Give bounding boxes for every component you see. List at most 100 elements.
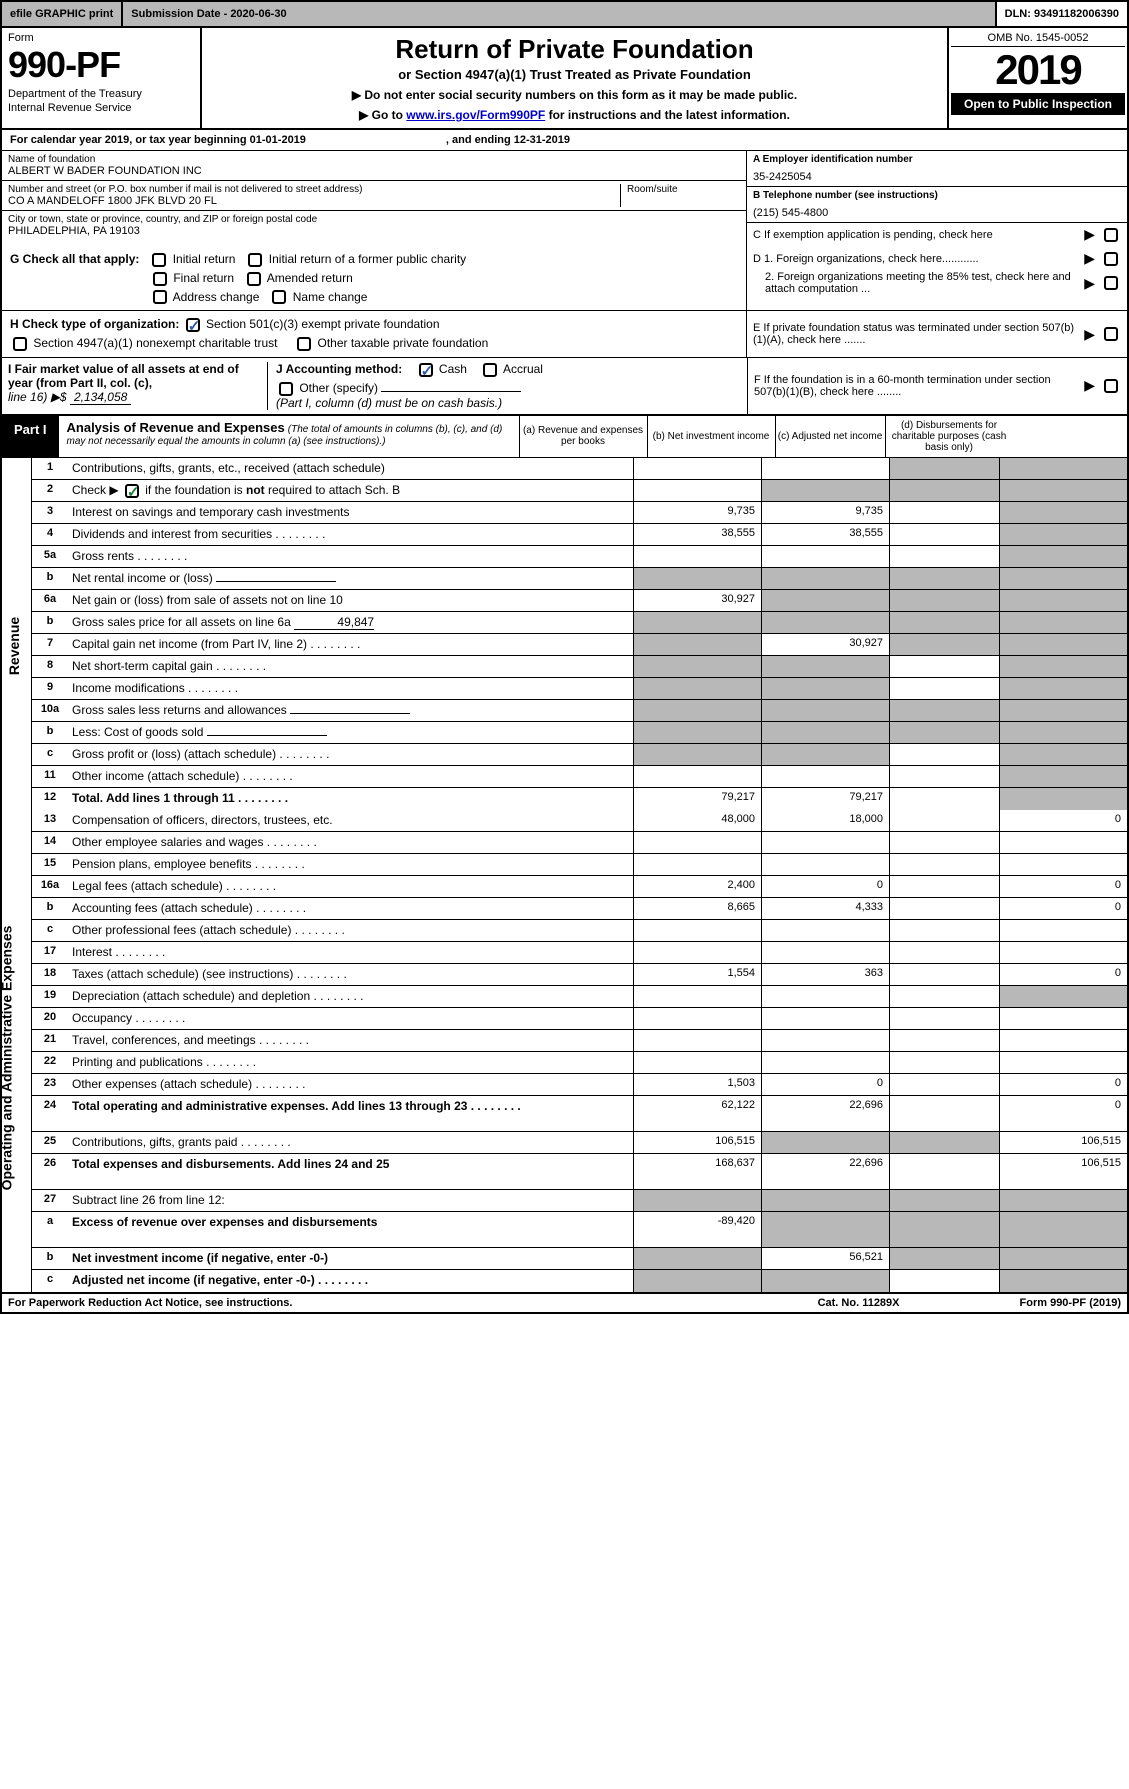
g-address-checkbox[interactable] (153, 290, 167, 304)
part1-header: Part I Analysis of Revenue and Expenses … (0, 416, 1129, 458)
city-cell: City or town, state or province, country… (2, 211, 746, 240)
phone-label: B Telephone number (see instructions) (753, 190, 1121, 201)
cell-b: 22,696 (761, 1096, 889, 1131)
cell-b (761, 1190, 889, 1211)
row-number: 3 (32, 502, 68, 523)
row-number: 2 (32, 480, 68, 501)
g-amended-checkbox[interactable] (247, 272, 261, 286)
g-label: G Check all that apply: (10, 252, 139, 266)
revenue-table: Revenue 1Contributions, gifts, grants, e… (0, 458, 1129, 810)
row-label: Other employee salaries and wages . . . … (68, 832, 633, 853)
cell-c (889, 546, 999, 567)
cell-c (889, 854, 999, 875)
cell-c (889, 1008, 999, 1029)
j-other-checkbox[interactable] (279, 382, 293, 396)
row-label: Excess of revenue over expenses and disb… (68, 1212, 633, 1247)
form-word: Form (8, 32, 194, 44)
cell-c (889, 1132, 999, 1153)
cell-d (999, 1248, 1127, 1269)
cell-c (889, 656, 999, 677)
cell-b (761, 458, 889, 479)
cell-a (633, 1008, 761, 1029)
table-row: bGross sales price for all assets on lin… (32, 612, 1127, 634)
j-accrual: Accrual (503, 362, 543, 376)
revenue-rows: 1Contributions, gifts, grants, etc., rec… (32, 458, 1127, 810)
note-link: ▶ Go to www.irs.gov/Form990PF for instru… (212, 108, 937, 122)
part1-label: Part I (2, 416, 59, 457)
cell-a (633, 458, 761, 479)
row-number: c (32, 744, 68, 765)
arrow-icon: ▶ (1084, 226, 1095, 243)
cell-a (633, 634, 761, 655)
d2-checkbox[interactable] (1104, 276, 1118, 290)
cell-b: 79,217 (761, 788, 889, 810)
cell-d (999, 480, 1127, 501)
irs-link[interactable]: www.irs.gov/Form990PF (406, 108, 545, 122)
table-row: 26Total expenses and disbursements. Add … (32, 1154, 1127, 1190)
e-checkbox[interactable] (1104, 327, 1118, 341)
cell-a: 48,000 (633, 810, 761, 831)
table-row: bNet investment income (if negative, ent… (32, 1248, 1127, 1270)
g-initial-checkbox[interactable] (152, 253, 166, 267)
row-label: Adjusted net income (if negative, enter … (68, 1270, 633, 1292)
cell-d (999, 590, 1127, 611)
c-checkbox[interactable] (1104, 228, 1118, 242)
cell-a (633, 1030, 761, 1051)
row-label: Compensation of officers, directors, tru… (68, 810, 633, 831)
j-cash-checkbox[interactable] (419, 363, 433, 377)
cell-a: -89,420 (633, 1212, 761, 1247)
cell-b (761, 568, 889, 589)
cell-a (633, 1248, 761, 1269)
g-initial-former-checkbox[interactable] (248, 253, 262, 267)
h-opt3: Other taxable private foundation (318, 336, 489, 350)
cell-a: 1,554 (633, 964, 761, 985)
row-number: 27 (32, 1190, 68, 1211)
cell-b (761, 656, 889, 677)
row-label: Printing and publications . . . . . . . … (68, 1052, 633, 1073)
row-number: c (32, 920, 68, 941)
row-number: 26 (32, 1154, 68, 1189)
cell-a: 62,122 (633, 1096, 761, 1131)
table-row: 14Other employee salaries and wages . . … (32, 832, 1127, 854)
d1-checkbox[interactable] (1104, 252, 1118, 266)
row-label: Travel, conferences, and meetings . . . … (68, 1030, 633, 1051)
g-final-checkbox[interactable] (153, 272, 167, 286)
row-number: 16a (32, 876, 68, 897)
cell-d (999, 722, 1127, 743)
f-checkbox[interactable] (1104, 379, 1118, 393)
cell-a: 38,555 (633, 524, 761, 545)
cell-a (633, 832, 761, 853)
row-label: Total expenses and disbursements. Add li… (68, 1154, 633, 1189)
row-number: c (32, 1270, 68, 1292)
col-c-header: (c) Adjusted net income (775, 416, 885, 457)
cell-d (999, 1008, 1127, 1029)
d1-row: D 1. Foreign organizations, check here..… (753, 250, 1121, 267)
table-row: 4Dividends and interest from securities … (32, 524, 1127, 546)
cell-a (633, 744, 761, 765)
cell-a (633, 612, 761, 633)
expenses-table: Operating and Administrative Expenses 13… (0, 810, 1129, 1294)
row-label: Interest on savings and temporary cash i… (68, 502, 633, 523)
cell-a: 30,927 (633, 590, 761, 611)
foundation-name-cell: Name of foundation ALBERT W BADER FOUNDA… (2, 151, 746, 181)
cell-d: 0 (999, 898, 1127, 919)
cell-c (889, 920, 999, 941)
h-other-checkbox[interactable] (297, 337, 311, 351)
revenue-label: Revenue (6, 617, 22, 675)
g-opt3: Final return (173, 271, 234, 285)
sch-b-checkbox[interactable] (125, 484, 139, 498)
row-number: 23 (32, 1074, 68, 1095)
g-name-checkbox[interactable] (272, 290, 286, 304)
cell-b (761, 700, 889, 721)
j-accrual-checkbox[interactable] (483, 363, 497, 377)
name-label: Name of foundation (8, 154, 740, 165)
d2-label: 2. Foreign organizations meeting the 85%… (753, 271, 1084, 295)
info-grid: Name of foundation ALBERT W BADER FOUNDA… (0, 151, 1129, 246)
row-label: Contributions, gifts, grants, etc., rece… (68, 458, 633, 479)
cell-d (999, 524, 1127, 545)
cell-c (889, 568, 999, 589)
h-501c3-checkbox[interactable] (186, 318, 200, 332)
table-row: bNet rental income or (loss) (32, 568, 1127, 590)
h-4947-checkbox[interactable] (13, 337, 27, 351)
row-number: 10a (32, 700, 68, 721)
